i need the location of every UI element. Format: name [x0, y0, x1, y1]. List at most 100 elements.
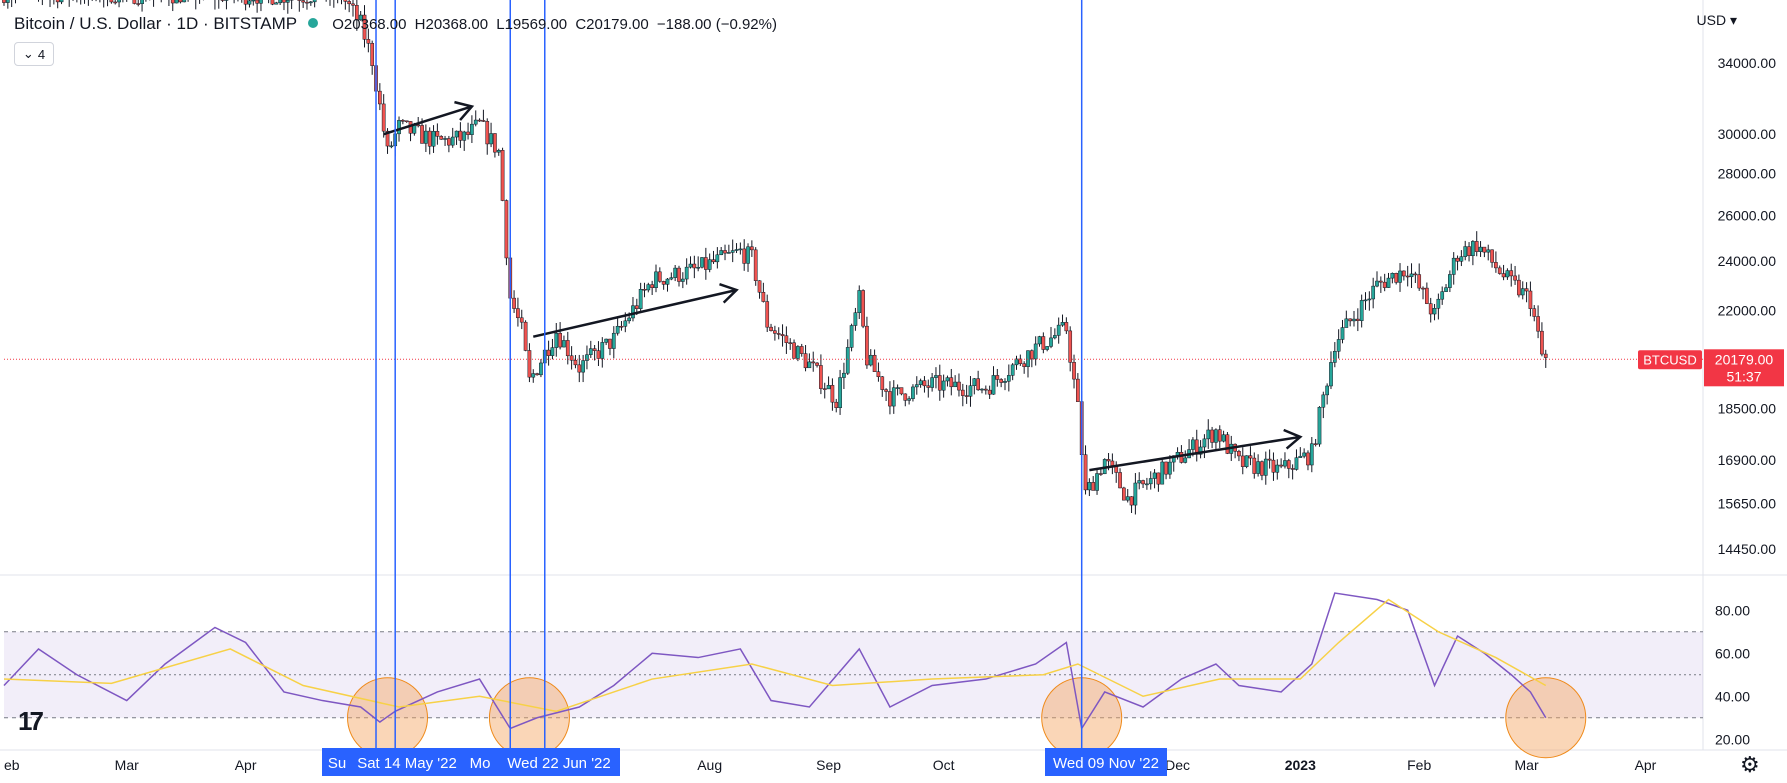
candle-body	[347, 1, 352, 5]
candle-body	[845, 347, 850, 374]
candle-body	[1076, 378, 1080, 402]
trend-arrow-head	[454, 100, 475, 121]
candle-body	[750, 246, 754, 251]
candle-body	[1402, 270, 1406, 277]
trend-arrow-line[interactable]	[383, 105, 473, 136]
candle-body	[1271, 459, 1276, 473]
candle-body	[945, 377, 950, 382]
candle-body	[385, 130, 390, 147]
candle-body	[615, 325, 620, 334]
rsi-axis-label: 40.00	[1715, 688, 1750, 704]
gear-icon[interactable]: ⚙	[1740, 752, 1760, 777]
symbol-title[interactable]: Bitcoin / U.S. Dollar · 1D · BITSTAMP	[14, 14, 297, 33]
candle-body	[776, 333, 781, 335]
candle-body	[546, 349, 551, 356]
candle-body	[1355, 318, 1360, 321]
candle-body	[1118, 472, 1122, 489]
date-label-jun-bg	[498, 748, 620, 776]
date-label-partial-bg	[462, 748, 498, 776]
candle-body	[769, 326, 773, 331]
candle-body	[174, 0, 179, 4]
candle-body	[780, 334, 785, 337]
price-axis-label: 18500.00	[1718, 401, 1777, 417]
candle-body	[1290, 468, 1295, 470]
trend-arrow-line[interactable]	[532, 288, 737, 338]
candle-body	[454, 130, 459, 138]
candle-body	[539, 362, 543, 376]
candle-body	[692, 263, 697, 269]
candle-body	[1137, 480, 1142, 484]
candle-body	[642, 288, 647, 291]
price-axis-label: 28000.00	[1718, 165, 1777, 181]
candle-body	[182, 0, 187, 3]
candle-body	[435, 131, 440, 137]
candle-body	[554, 332, 559, 348]
candle-body	[1432, 308, 1437, 315]
candle-body	[1451, 257, 1456, 275]
candle-body	[1497, 267, 1502, 274]
candle-body	[834, 401, 839, 408]
candle-body	[995, 375, 1000, 380]
candle-body	[389, 145, 394, 148]
candle-body	[477, 119, 482, 122]
candle-body	[819, 365, 823, 389]
candle-body	[746, 246, 750, 264]
candle-body	[247, 0, 252, 5]
candle-body	[431, 131, 436, 147]
candle-body	[592, 348, 597, 351]
candle-body	[470, 123, 474, 135]
candle-body	[857, 290, 862, 313]
candle-body	[397, 120, 401, 135]
candle-body	[1440, 291, 1445, 300]
candles-group	[2, 0, 1548, 515]
candle-body	[1340, 327, 1345, 340]
time-axis-label: Sep	[816, 757, 841, 773]
candle-body	[1390, 273, 1395, 279]
trend-arrow-line[interactable]	[1089, 435, 1301, 472]
candle-body	[673, 267, 678, 278]
candle-body	[1183, 457, 1188, 463]
candle-body	[1455, 257, 1460, 262]
candle-body	[1344, 318, 1349, 328]
candle-body	[1110, 460, 1115, 466]
candle-body	[305, 1, 309, 4]
candle-body	[650, 284, 655, 288]
candle-body	[600, 342, 605, 359]
time-axis-label: Oct	[933, 757, 955, 773]
candle-body	[742, 248, 747, 264]
candle-body	[1026, 350, 1030, 367]
tradingview-logo[interactable]: 17	[18, 706, 44, 736]
candle-body	[880, 376, 885, 390]
rsi-line	[3, 592, 1547, 731]
price-axis-label: 22000.00	[1718, 302, 1777, 318]
candle-body	[738, 248, 743, 251]
time-axis-label: Apr	[1635, 757, 1657, 773]
candle-body	[485, 121, 490, 145]
candle-body	[343, 0, 348, 2]
candle-body	[1148, 478, 1153, 485]
candle-body	[1087, 482, 1092, 491]
candle-body	[1517, 279, 1521, 296]
candle-body	[1221, 434, 1226, 442]
rsi-axis-label: 20.00	[1715, 731, 1750, 747]
candle-body	[1033, 343, 1038, 360]
candle-body	[891, 387, 896, 407]
candle-body	[788, 342, 793, 344]
indicators-toggle-button[interactable]: ⌄ 4	[14, 42, 54, 66]
candle-body	[466, 131, 470, 135]
open-value: O20368.00	[332, 16, 407, 33]
candle-body	[285, 0, 290, 3]
candle-body	[703, 257, 708, 270]
candle-body	[1029, 350, 1034, 360]
candle-body	[1417, 274, 1422, 289]
candle-body	[5, 0, 10, 3]
symbol-tag: BTCUSD	[1643, 352, 1696, 367]
candle-body	[366, 39, 371, 44]
currency-select[interactable]: USD ▾	[1696, 12, 1737, 28]
date-label-nov: Wed 09 Nov '22	[1053, 755, 1159, 772]
time-axis-label: Mar	[1515, 757, 1539, 773]
candle-body	[957, 381, 961, 391]
candle-body	[784, 335, 789, 343]
candle-body	[1014, 358, 1019, 366]
